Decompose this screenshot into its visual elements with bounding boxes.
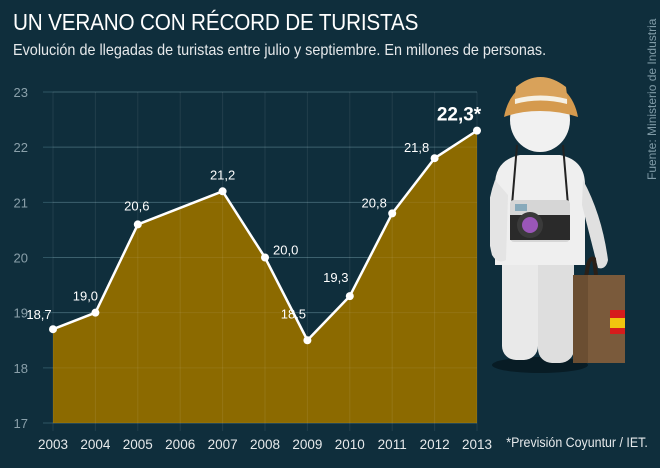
x-tick-label: 2008 bbox=[250, 437, 280, 452]
data-point bbox=[388, 209, 397, 218]
data-point bbox=[49, 325, 57, 334]
data-points bbox=[49, 126, 481, 345]
data-label: 20,0 bbox=[273, 243, 298, 258]
y-axis-ticks: 17 18 19 20 21 22 23 bbox=[14, 85, 28, 431]
x-tick-label: 2011 bbox=[378, 437, 407, 452]
x-tick-label: 2004 bbox=[80, 437, 111, 452]
series-line bbox=[52, 129, 478, 342]
x-tick-label: 2010 bbox=[335, 437, 365, 452]
data-point bbox=[261, 253, 269, 262]
data-label: 20,8 bbox=[362, 195, 387, 210]
chart-subtitle: Evolución de llegadas de turistas entre … bbox=[13, 42, 547, 59]
y-tick-label: 17 bbox=[14, 416, 28, 431]
data-label: 18,5 bbox=[281, 306, 306, 321]
area-fill bbox=[53, 130, 477, 423]
data-label: 19,3 bbox=[323, 270, 348, 285]
data-label: 19,0 bbox=[73, 289, 98, 304]
x-tick-label: 2005 bbox=[123, 437, 153, 452]
data-label: 22,3* bbox=[437, 105, 482, 126]
data-label: 18,7 bbox=[26, 307, 51, 322]
data-label: 21,2 bbox=[210, 167, 235, 182]
data-label: 21,8 bbox=[404, 140, 429, 155]
x-tick-label: 2013 bbox=[462, 437, 492, 452]
data-label: 20,6 bbox=[124, 198, 149, 213]
y-tick-label: 22 bbox=[14, 140, 28, 155]
x-tick-label: 2006 bbox=[165, 437, 195, 452]
x-tick-label: 2007 bbox=[208, 437, 238, 452]
data-point bbox=[430, 154, 439, 163]
data-point bbox=[91, 308, 100, 317]
source-note: Fuente: Ministerio de Industria bbox=[645, 18, 659, 180]
data-point bbox=[473, 126, 481, 135]
data-point bbox=[218, 187, 227, 196]
x-tick-label: 2012 bbox=[420, 437, 450, 452]
chart-title: UN VERANO CON RÉCORD DE TURISTAS bbox=[13, 9, 419, 35]
data-point bbox=[345, 292, 354, 301]
data-labels: 18,7 19,0 20,6 21,2 20,0 18,5 19,3 20,8 21,8 22,3… bbox=[26, 105, 481, 323]
footnote: *Previsión Coyuntur / IET. bbox=[506, 435, 648, 450]
data-point bbox=[303, 336, 312, 345]
x-axis-ticks: 2003 2004 2005 2006 2007 2008 2009 2010 2011 2012… bbox=[38, 437, 492, 452]
y-tick-label: 21 bbox=[14, 195, 28, 210]
y-tick-label: 23 bbox=[14, 85, 28, 100]
y-tick-label: 20 bbox=[14, 251, 28, 266]
y-tick-label: 19 bbox=[14, 306, 28, 321]
x-tick-label: 2009 bbox=[292, 437, 322, 452]
x-tick-label: 2003 bbox=[38, 437, 68, 452]
y-tick-label: 18 bbox=[14, 361, 28, 376]
data-point bbox=[133, 220, 142, 229]
tourist-figure-icon bbox=[490, 77, 625, 373]
